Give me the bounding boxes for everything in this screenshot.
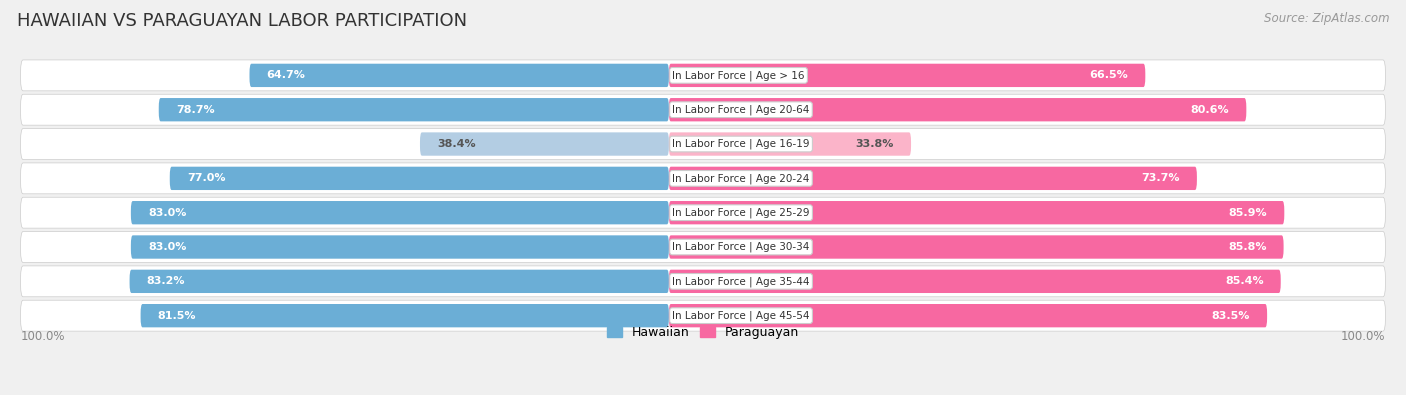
- Text: 78.7%: 78.7%: [176, 105, 215, 115]
- Text: 66.5%: 66.5%: [1090, 70, 1128, 80]
- FancyBboxPatch shape: [669, 270, 1281, 293]
- FancyBboxPatch shape: [131, 201, 669, 224]
- FancyBboxPatch shape: [669, 98, 1246, 121]
- FancyBboxPatch shape: [21, 266, 1385, 297]
- Text: 85.4%: 85.4%: [1225, 276, 1264, 286]
- Text: In Labor Force | Age 30-34: In Labor Force | Age 30-34: [672, 242, 810, 252]
- Text: 83.5%: 83.5%: [1212, 311, 1250, 321]
- Text: In Labor Force | Age 20-24: In Labor Force | Age 20-24: [672, 173, 810, 184]
- Text: 83.0%: 83.0%: [148, 242, 187, 252]
- FancyBboxPatch shape: [21, 94, 1385, 125]
- Text: 33.8%: 33.8%: [856, 139, 894, 149]
- FancyBboxPatch shape: [21, 129, 1385, 160]
- Text: 64.7%: 64.7%: [267, 70, 305, 80]
- FancyBboxPatch shape: [669, 235, 1284, 259]
- Text: 81.5%: 81.5%: [157, 311, 197, 321]
- FancyBboxPatch shape: [669, 304, 1267, 327]
- FancyBboxPatch shape: [21, 163, 1385, 194]
- Text: Source: ZipAtlas.com: Source: ZipAtlas.com: [1264, 12, 1389, 25]
- FancyBboxPatch shape: [131, 235, 669, 259]
- Text: In Labor Force | Age 35-44: In Labor Force | Age 35-44: [672, 276, 810, 287]
- Text: 100.0%: 100.0%: [1341, 331, 1385, 344]
- FancyBboxPatch shape: [420, 132, 669, 156]
- Text: In Labor Force | Age > 16: In Labor Force | Age > 16: [672, 70, 804, 81]
- FancyBboxPatch shape: [21, 231, 1385, 262]
- FancyBboxPatch shape: [249, 64, 669, 87]
- Text: 100.0%: 100.0%: [21, 331, 65, 344]
- Text: HAWAIIAN VS PARAGUAYAN LABOR PARTICIPATION: HAWAIIAN VS PARAGUAYAN LABOR PARTICIPATI…: [17, 12, 467, 30]
- Legend: Hawaiian, Paraguayan: Hawaiian, Paraguayan: [607, 326, 799, 339]
- FancyBboxPatch shape: [21, 300, 1385, 331]
- Text: In Labor Force | Age 25-29: In Labor Force | Age 25-29: [672, 207, 810, 218]
- Text: 77.0%: 77.0%: [187, 173, 225, 183]
- Text: 38.4%: 38.4%: [437, 139, 475, 149]
- FancyBboxPatch shape: [21, 197, 1385, 228]
- FancyBboxPatch shape: [170, 167, 669, 190]
- FancyBboxPatch shape: [669, 64, 1146, 87]
- Text: 73.7%: 73.7%: [1142, 173, 1180, 183]
- FancyBboxPatch shape: [129, 270, 669, 293]
- Text: In Labor Force | Age 20-64: In Labor Force | Age 20-64: [672, 104, 810, 115]
- FancyBboxPatch shape: [159, 98, 669, 121]
- FancyBboxPatch shape: [141, 304, 669, 327]
- FancyBboxPatch shape: [669, 167, 1197, 190]
- Text: In Labor Force | Age 45-54: In Labor Force | Age 45-54: [672, 310, 810, 321]
- Text: 80.6%: 80.6%: [1191, 105, 1229, 115]
- Text: 83.2%: 83.2%: [146, 276, 186, 286]
- FancyBboxPatch shape: [669, 132, 911, 156]
- Text: In Labor Force | Age 16-19: In Labor Force | Age 16-19: [672, 139, 810, 149]
- FancyBboxPatch shape: [669, 201, 1284, 224]
- Text: 85.9%: 85.9%: [1229, 208, 1267, 218]
- FancyBboxPatch shape: [21, 60, 1385, 91]
- Text: 83.0%: 83.0%: [148, 208, 187, 218]
- Text: 85.8%: 85.8%: [1227, 242, 1267, 252]
